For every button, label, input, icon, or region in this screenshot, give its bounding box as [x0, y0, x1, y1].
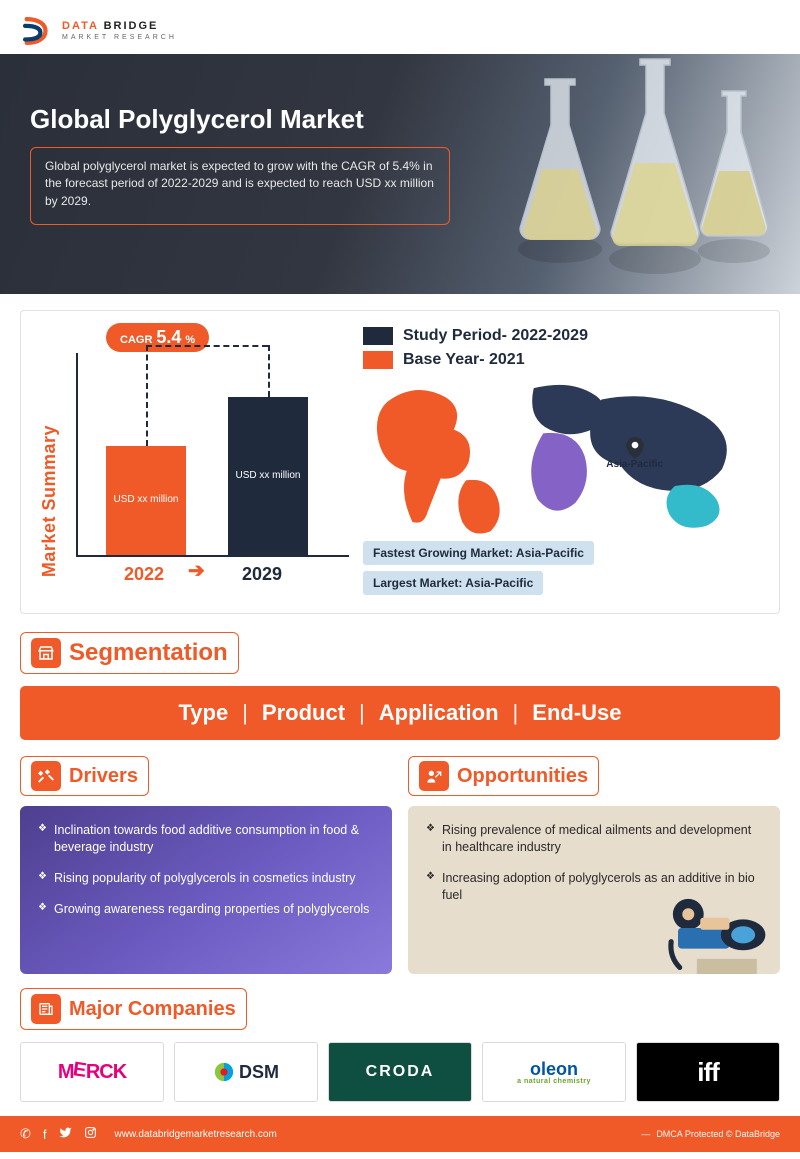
footer-copy: DMCA Protected © DataBridge [656, 1129, 780, 1139]
opps-panel: Rising prevalence of medical ailments an… [408, 806, 780, 974]
opps-header: Opportunities [408, 756, 599, 796]
bar-2029: USD xx million [228, 397, 308, 555]
segmentation-section: Segmentation Type| Product| Application|… [20, 632, 780, 740]
logo-sub: MARKET RESEARCH [62, 34, 177, 41]
chart-panel: Market Summary CAGR 5.4% USD xx million … [39, 327, 349, 595]
company-dsm-text: DSM [239, 1062, 279, 1083]
legend-base-text: Base Year- 2021 [403, 351, 525, 369]
company-iff: iff [636, 1042, 780, 1102]
segmentation-bar: Type| Product| Application| End-Use [20, 686, 780, 740]
logo-mark-icon [20, 14, 54, 48]
xlabel-2029: 2029 [242, 564, 282, 585]
tools-icon [31, 761, 61, 791]
hero-description: Global polyglycerol market is expected t… [30, 147, 450, 225]
growth-icon [419, 761, 449, 791]
company-oleon-text: oleon [530, 1060, 578, 1078]
company-oleon: oleon a natural chemistry [482, 1042, 626, 1102]
driver-item: Rising popularity of polyglycerols in co… [38, 870, 374, 887]
footer-bar: ✆ f www.databridgemarketresearch.com — D… [0, 1116, 800, 1152]
facebook-icon[interactable]: f [43, 1127, 47, 1142]
bar-chart: CAGR 5.4% USD xx million USD xx million … [66, 327, 349, 587]
footer-url[interactable]: www.databridgemarketresearch.com [115, 1129, 277, 1140]
company-merck: MERCK [20, 1042, 164, 1102]
bar-2029-label: USD xx million [235, 470, 300, 482]
map-pin-asia-pacific: Asia-Pacific [606, 437, 663, 470]
opps-title: Opportunities [457, 765, 588, 788]
drivers-panel: Inclination towards food additive consum… [20, 806, 392, 974]
companies-title: Major Companies [69, 998, 236, 1021]
driver-item: Inclination towards food additive consum… [38, 822, 374, 856]
segmentation-title: Segmentation [69, 639, 228, 667]
largest-market-pill: Largest Market: Asia-Pacific [363, 571, 543, 595]
companies-header: Major Companies [20, 988, 247, 1030]
logo-word1: DATA [62, 20, 99, 32]
legend-study-period: Study Period- 2022-2029 [363, 327, 761, 345]
company-oleon-sub: a natural chemistry [517, 1078, 591, 1085]
drivers-title: Drivers [69, 765, 138, 788]
legend-base-year: Base Year- 2021 [363, 351, 761, 369]
fastest-market-pill: Fastest Growing Market: Asia-Pacific [363, 541, 594, 565]
news-icon [31, 994, 61, 1024]
company-dsm: DSM [174, 1042, 318, 1102]
cagr-badge: CAGR 5.4% [106, 323, 209, 352]
social-icons: ✆ f [20, 1126, 97, 1142]
opp-item: Rising prevalence of medical ailments an… [426, 822, 762, 856]
drivers-opps-row: Drivers Inclination towards food additiv… [20, 756, 780, 974]
arrow-right-icon: ➔ [188, 558, 205, 583]
whatsapp-icon[interactable]: ✆ [20, 1126, 31, 1142]
hero-banner: Global Polyglycerol Market Global polygl… [0, 54, 800, 294]
chart-axes: USD xx million USD xx million [76, 353, 349, 557]
xlabel-2022: 2022 [124, 564, 164, 585]
opps-col: Opportunities Rising prevalence of medic… [408, 756, 780, 974]
logo-row: DATA BRIDGE MARKET RESEARCH [0, 0, 800, 54]
drivers-col: Drivers Inclination towards food additiv… [20, 756, 392, 974]
seg-item-type: Type [178, 700, 228, 726]
seg-item-product: Product [262, 700, 345, 726]
storefront-icon [31, 638, 61, 668]
seg-item-application: Application [379, 700, 499, 726]
companies-section: Major Companies [20, 988, 780, 1030]
binoculars-illustration-icon [654, 892, 774, 974]
bar-2022: USD xx million [106, 446, 186, 555]
map-panel: Study Period- 2022-2029 Base Year- 2021 … [363, 327, 761, 595]
flask-illustration-icon [490, 54, 780, 294]
hero-title: Global Polyglycerol Market [30, 104, 450, 135]
instagram-icon[interactable] [84, 1126, 97, 1142]
companies-row: MERCK DSM CRODA oleon a natural chemistr… [20, 1042, 780, 1102]
twitter-icon[interactable] [59, 1126, 72, 1142]
market-summary-label: Market Summary [39, 425, 60, 577]
legend-study-text: Study Period- 2022-2029 [403, 327, 588, 345]
drivers-header: Drivers [20, 756, 149, 796]
footer-right: — DMCA Protected © DataBridge [641, 1129, 780, 1139]
logo-text: DATA BRIDGE MARKET RESEARCH [62, 21, 177, 41]
world-map-icon: Asia-Pacific [363, 375, 761, 535]
seg-item-end-use: End-Use [532, 700, 621, 726]
company-croda: CRODA [328, 1042, 472, 1102]
logo-word2: BRIDGE [104, 20, 159, 32]
segmentation-header: Segmentation [20, 632, 239, 674]
bar-2022-label: USD xx million [113, 494, 178, 506]
market-summary-card: Market Summary CAGR 5.4% USD xx million … [20, 310, 780, 614]
pin-label: Asia-Pacific [606, 459, 663, 470]
driver-item: Growing awareness regarding properties o… [38, 901, 374, 918]
dsm-mark-icon [213, 1061, 235, 1083]
